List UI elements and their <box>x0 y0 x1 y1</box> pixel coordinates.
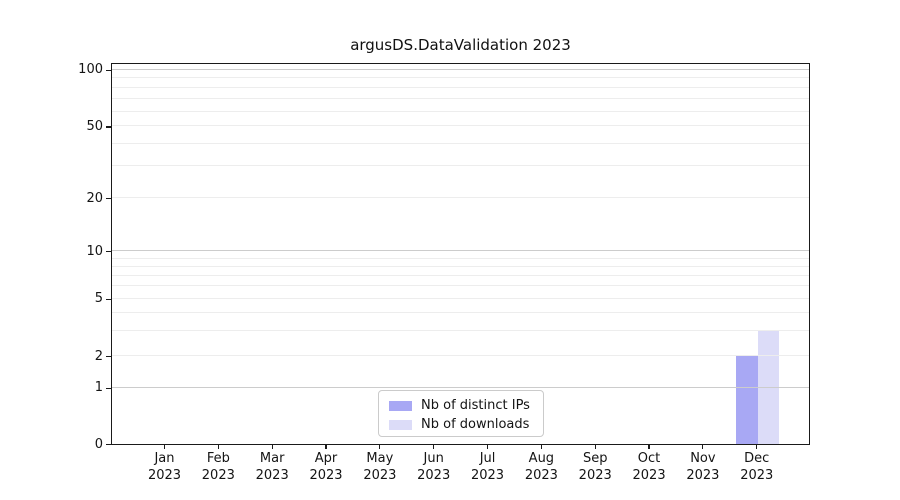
gridline-y-9 <box>112 257 809 259</box>
gridline-y-90 <box>112 77 809 79</box>
gridline-y-30 <box>112 165 809 167</box>
x-tick-mark-oct <box>648 444 650 449</box>
x-tick-label-jan: Jan 2023 <box>137 451 193 484</box>
x-tick-mark-jun <box>433 444 435 449</box>
chart-title: argusDS.DataValidation 2023 <box>350 36 571 54</box>
legend-color-swatch-icon <box>389 400 412 411</box>
x-tick-month: Dec <box>744 451 770 466</box>
gridline-y-70 <box>112 97 809 99</box>
x-tick-mark-mar <box>271 444 273 449</box>
y-tick-mark-100 <box>106 69 111 71</box>
x-tick-label-jul: Jul 2023 <box>460 451 516 484</box>
x-tick-year: 2023 <box>524 467 558 483</box>
x-tick-year: 2023 <box>309 467 343 483</box>
x-tick-mark-jul <box>486 444 489 449</box>
gridline-y-5 <box>112 297 809 299</box>
x-tick-year: 2023 <box>255 467 289 483</box>
x-tick-month: Sep <box>582 451 608 466</box>
x-tick-label-may: May 2023 <box>352 451 408 484</box>
x-tick-mark-jan <box>163 444 166 449</box>
x-tick-label-oct: Oct 2023 <box>621 451 677 484</box>
y-tick-label-0: 0 <box>94 436 103 452</box>
legend-label: Nb of distinct IPs <box>421 398 530 413</box>
x-tick-year: 2023 <box>578 467 612 483</box>
gridline-y-80 <box>112 86 809 88</box>
x-tick-month: Jul <box>479 451 496 466</box>
x-tick-year: 2023 <box>470 467 505 483</box>
gridline-y-8 <box>112 265 809 267</box>
gridline-y-10 <box>112 250 809 252</box>
x-tick-label-aug: Aug 2023 <box>513 451 569 484</box>
y-tick-label-100: 100 <box>78 62 103 78</box>
x-tick-month: Jun <box>423 451 444 466</box>
legend-color-swatch-icon <box>389 419 412 430</box>
x-tick-mark-aug <box>540 444 542 449</box>
x-tick-label-mar: Mar 2023 <box>244 451 300 484</box>
x-tick-mark-may <box>379 444 381 449</box>
y-tick-label-2: 2 <box>94 348 103 364</box>
x-tick-label-jun: Jun 2023 <box>406 451 462 484</box>
x-tick-label-apr: Apr 2023 <box>298 451 354 484</box>
gridline-y-60 <box>112 110 809 112</box>
y-tick-mark-5 <box>106 298 111 300</box>
x-tick-year: 2023 <box>632 467 666 483</box>
x-tick-month: Jan <box>154 451 175 466</box>
gridline-y-40 <box>112 142 809 144</box>
x-tick-mark-feb <box>217 444 219 449</box>
x-tick-year: 2023 <box>363 467 397 483</box>
y-tick-mark-2 <box>106 356 111 358</box>
gridline-y-100 <box>112 68 809 70</box>
y-tick-label-50: 50 <box>86 118 103 134</box>
gridline-y-2 <box>112 355 809 357</box>
gridline-y-6 <box>112 285 809 287</box>
x-tick-mark-nov <box>702 444 704 449</box>
bar-dec-series-0 <box>736 355 758 444</box>
y-tick-mark-50 <box>106 126 111 128</box>
x-tick-year: 2023 <box>417 467 451 483</box>
x-tick-year: 2023 <box>201 467 235 483</box>
plot-area <box>111 63 810 445</box>
x-tick-month: Apr <box>314 451 338 466</box>
legend-label: Nb of downloads <box>421 417 530 432</box>
x-tick-month: Mar <box>259 451 285 466</box>
gridline-y-50 <box>112 125 809 127</box>
x-tick-month: Nov <box>690 451 716 466</box>
x-tick-label-nov: Nov 2023 <box>675 451 731 484</box>
y-tick-label-5: 5 <box>94 291 103 307</box>
legend: Nb of distinct IPs Nb of downloads <box>378 390 544 437</box>
y-tick-label-10: 10 <box>86 243 103 259</box>
x-tick-year: 2023 <box>147 467 182 483</box>
x-tick-mark-apr <box>325 444 327 449</box>
gridline-y-3 <box>112 329 809 331</box>
x-tick-year: 2023 <box>686 467 720 483</box>
gridline-y-7 <box>112 274 809 276</box>
x-tick-month: Feb <box>206 451 230 466</box>
gridline-y-20 <box>112 197 809 199</box>
x-tick-mark-dec <box>756 444 758 449</box>
x-tick-mark-sep <box>594 444 596 449</box>
gridline-y-4 <box>112 311 809 313</box>
y-tick-mark-1 <box>106 387 111 389</box>
x-tick-year: 2023 <box>740 467 774 483</box>
gridline-y-1 <box>112 386 809 388</box>
y-tick-mark-0 <box>106 443 111 446</box>
y-tick-mark-20 <box>106 197 111 200</box>
x-tick-month: Oct <box>637 451 661 466</box>
x-tick-month: May <box>366 451 394 466</box>
x-tick-label-feb: Feb 2023 <box>190 451 246 484</box>
x-tick-label-dec: Dec 2023 <box>729 451 785 484</box>
y-tick-mark-10 <box>106 251 111 253</box>
y-tick-label-20: 20 <box>86 190 103 206</box>
x-tick-label-sep: Sep 2023 <box>567 451 623 484</box>
legend-entry-distinct-ips: Nb of distinct IPs <box>387 396 535 415</box>
bar-dec-series-1 <box>757 330 780 444</box>
y-tick-label-1: 1 <box>94 380 103 396</box>
legend-entry-downloads: Nb of downloads <box>387 415 535 434</box>
x-tick-month: Aug <box>528 451 555 466</box>
